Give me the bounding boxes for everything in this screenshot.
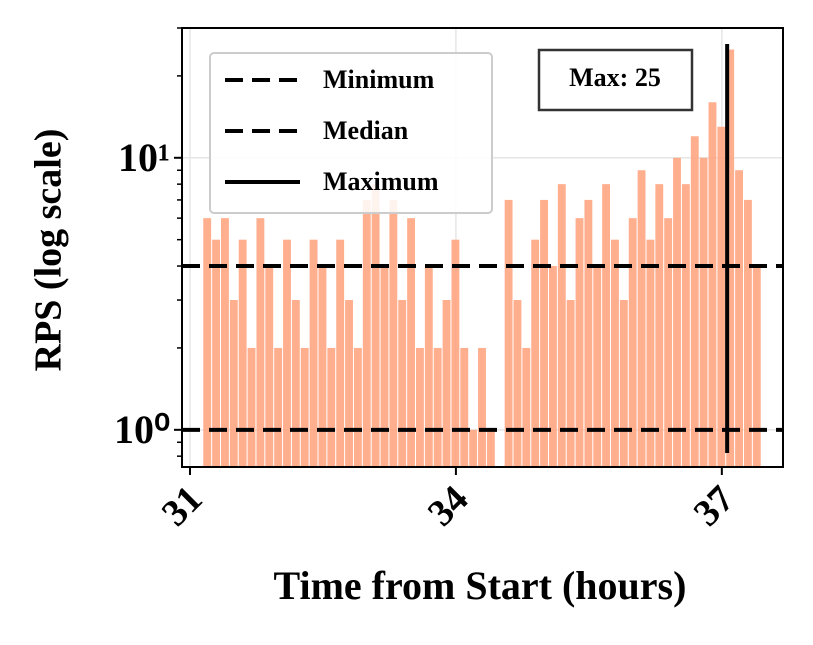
bar [708, 102, 717, 467]
bar [291, 300, 300, 467]
x-axis-label: Time from Start (hours) [274, 563, 687, 608]
bar [522, 347, 531, 467]
bar [717, 126, 726, 468]
bar [504, 199, 513, 467]
bar [752, 266, 761, 467]
legend-box [209, 52, 493, 214]
bar [407, 218, 416, 467]
x-tick-label: 37 [686, 478, 743, 535]
bar [628, 218, 637, 467]
bar [540, 199, 548, 467]
bar [460, 347, 469, 467]
bar [389, 199, 398, 467]
x-tick-label: 34 [420, 478, 477, 535]
bar [353, 347, 362, 467]
bar [398, 300, 407, 467]
bar [593, 266, 602, 467]
annotation: Max: 25 [569, 63, 661, 92]
bar [283, 239, 291, 467]
bar [619, 300, 628, 467]
bar [478, 347, 486, 467]
bar [531, 239, 540, 467]
bar [212, 239, 221, 467]
legend: Minimum Median Maximum [209, 52, 493, 214]
bar [548, 266, 557, 467]
bar [611, 239, 619, 467]
bar [362, 199, 371, 467]
legend-label: Median [323, 116, 409, 145]
x-tick-label: 31 [154, 478, 211, 535]
y-axis-label: RPS (log scale) [28, 129, 70, 372]
bar [336, 239, 345, 467]
bar [690, 136, 699, 468]
bar [557, 184, 566, 467]
bar [380, 266, 389, 467]
bar [371, 184, 380, 467]
bar [203, 218, 212, 467]
bar [726, 49, 735, 467]
bar [442, 300, 451, 467]
bar [646, 239, 655, 467]
bar [575, 218, 584, 467]
bar [247, 347, 256, 467]
bar [327, 347, 336, 467]
plot-frame [181, 27, 784, 468]
bar [238, 239, 247, 467]
bar [345, 300, 353, 467]
bar [673, 157, 681, 467]
bar [221, 218, 229, 467]
legend-label: Maximum [323, 167, 439, 196]
bar [699, 157, 708, 467]
bar [566, 300, 575, 467]
bar [318, 266, 327, 467]
bar [309, 239, 318, 467]
bar [655, 184, 664, 467]
bar [469, 429, 478, 467]
bar [274, 347, 283, 467]
bar [637, 170, 646, 467]
bar [513, 300, 522, 467]
bar [424, 266, 433, 467]
bar [743, 199, 752, 467]
legend-label: Minimum [323, 65, 435, 94]
bar [735, 170, 743, 467]
bar [486, 429, 495, 467]
bar [602, 184, 611, 467]
y-tick-label: 10¹ [118, 135, 170, 180]
annotation-box [537, 48, 694, 112]
bar [265, 266, 274, 467]
bar [256, 218, 265, 467]
bar [664, 218, 673, 467]
bar [229, 300, 238, 467]
y-tick-label: 10⁰ [114, 407, 170, 452]
bar [681, 184, 690, 467]
bar [584, 199, 593, 467]
bar [451, 239, 460, 467]
bar [433, 347, 442, 467]
bar [300, 347, 309, 467]
bar [416, 347, 424, 467]
